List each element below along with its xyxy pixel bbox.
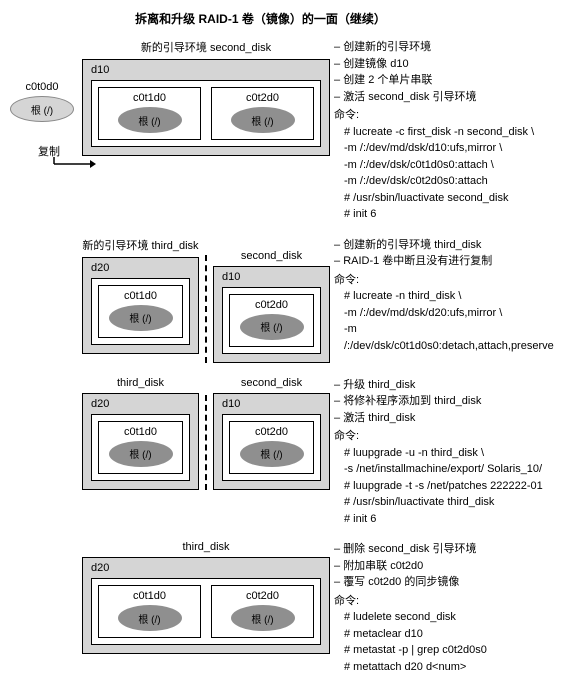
section-1: c0t0d0 根 (/) 复制 新的引导环境 second_disk d10 c… xyxy=(10,39,551,223)
cmd: -s /net/installmachine/export/ Solaris_1… xyxy=(344,461,551,478)
disk-ellipse: 根 (/) xyxy=(109,305,173,331)
cmd: # ludelete second_disk xyxy=(344,609,551,626)
raid-box: d20 c0t1d0 根 (/) xyxy=(82,393,199,490)
raid-box: d20 c0t1d0 根 (/) xyxy=(82,257,199,354)
section-2: 新的引导环境 third_disk d20 c0t1d0 根 (/) secon… xyxy=(10,237,551,363)
env-label: 新的引导环境 third_disk xyxy=(82,237,199,253)
env-label-1: 新的引导环境 second_disk xyxy=(82,39,330,55)
cmd: # /usr/sbin/luactivate third_disk xyxy=(344,494,551,511)
dashed-separator xyxy=(205,255,207,363)
raid-label: d20 xyxy=(91,262,190,274)
raid-box-d10: d10 c0t1d0 根 (/) c0t2d0 根 (/) xyxy=(82,59,330,156)
cmd: # init 6 xyxy=(344,206,551,223)
cmd: # lucreate -n third_disk \ xyxy=(344,288,554,305)
env-label: third_disk xyxy=(82,541,330,553)
disk-name: c0t2d0 xyxy=(236,426,307,438)
bullet: RAID-1 卷中断且没有进行复制 xyxy=(334,253,554,270)
disk-name: c0t2d0 xyxy=(236,299,307,311)
section-4: third_disk d20 c0t1d0 根 (/) c0t2d0 根 (/) xyxy=(10,541,551,675)
source-disk: c0t0d0 根 (/) xyxy=(10,81,74,122)
copy-arrow-icon xyxy=(52,157,96,171)
raid-label: d10 xyxy=(91,64,321,76)
cmd: # metattach d20 d<num> xyxy=(344,659,551,676)
cmd: # luupgrade -u -n third_disk \ xyxy=(344,445,551,462)
disk-ellipse: 根 (/) xyxy=(118,107,182,133)
cmd: # metastat -p | grep c0t2d0s0 xyxy=(344,642,551,659)
cmd-label: 命令: xyxy=(334,272,554,289)
raid-label: d20 xyxy=(91,398,190,410)
raid-label: d10 xyxy=(222,271,321,283)
disk-name: c0t1d0 xyxy=(105,290,176,302)
bullet: 创建新的引导环境 xyxy=(334,39,551,56)
source-disk-name: c0t0d0 xyxy=(10,81,74,93)
bullet: 创建 2 个单片串联 xyxy=(334,72,551,89)
cmd: -m /:/dev/dsk/c0t2d0s0:attach xyxy=(344,173,551,190)
cmd: # metaclear d10 xyxy=(344,626,551,643)
disk-ellipse: 根 (/) xyxy=(231,107,295,133)
cmd: -m /:/dev/dsk/c0t1d0s0:detach,attach,pre… xyxy=(344,321,554,354)
bullet: 创建新的引导环境 third_disk xyxy=(334,237,554,254)
disk-ellipse: 根 (/) xyxy=(118,605,182,631)
cmd: -m /:/dev/md/dsk/d10:ufs,mirror \ xyxy=(344,140,551,157)
disk-name: c0t1d0 xyxy=(105,590,194,602)
raid-label: d10 xyxy=(222,398,321,410)
disk-name: c0t1d0 xyxy=(105,426,176,438)
cmd: -m /:/dev/md/dsk/d20:ufs,mirror \ xyxy=(344,305,554,322)
cmd: -m /:/dev/dsk/c0t1d0s0:attach \ xyxy=(344,157,551,174)
raid-box: d10 c0t2d0 根 (/) xyxy=(213,266,330,363)
dashed-separator xyxy=(205,395,207,490)
disk-ellipse: 根 (/) xyxy=(231,605,295,631)
disk-name: c0t1d0 xyxy=(105,92,194,104)
bullet: 覆写 c0t2d0 的同步镜像 xyxy=(334,574,551,591)
raid-box: d20 c0t1d0 根 (/) c0t2d0 根 (/) xyxy=(82,557,330,654)
bullet: 将修补程序添加到 third_disk xyxy=(334,393,551,410)
cmd: # lucreate -c first_disk -n second_disk … xyxy=(344,124,551,141)
disk-name: c0t2d0 xyxy=(218,92,307,104)
section-3: third_disk d20 c0t1d0 根 (/) second_disk … xyxy=(10,377,551,528)
source-disk-ellipse: 根 (/) xyxy=(10,96,74,122)
cmd: # init 6 xyxy=(344,511,551,528)
disk-ellipse: 根 (/) xyxy=(240,314,304,340)
bullet: 激活 second_disk 引导环境 xyxy=(334,89,551,106)
disk-ellipse: 根 (/) xyxy=(109,441,173,467)
cmd-label: 命令: xyxy=(334,593,551,610)
text-col-4: 删除 second_disk 引导环境 附加串联 c0t2d0 覆写 c0t2d… xyxy=(330,541,551,675)
env-label: third_disk xyxy=(82,377,199,389)
raid-label: d20 xyxy=(91,562,321,574)
bullet: 附加串联 c0t2d0 xyxy=(334,558,551,575)
bullet: 删除 second_disk 引导环境 xyxy=(334,541,551,558)
disk-name: c0t2d0 xyxy=(218,590,307,602)
env-label: second_disk xyxy=(213,237,330,262)
page-title: 拆离和升级 RAID-1 卷（镜像）的一面（继续） xyxy=(0,10,551,27)
cmd-label: 命令: xyxy=(334,107,551,124)
raid-box: d10 c0t2d0 根 (/) xyxy=(213,393,330,490)
bullet: 升级 third_disk xyxy=(334,377,551,394)
cmd-label: 命令: xyxy=(334,428,551,445)
cmd: # /usr/sbin/luactivate second_disk xyxy=(344,190,551,207)
text-col-3: 升级 third_disk 将修补程序添加到 third_disk 激活 thi… xyxy=(330,377,551,528)
text-col-2: 创建新的引导环境 third_disk RAID-1 卷中断且没有进行复制 命令… xyxy=(330,237,554,355)
bullet: 创建镜像 d10 xyxy=(334,56,551,73)
bullet: 激活 third_disk xyxy=(334,410,551,427)
text-col-1: 创建新的引导环境 创建镜像 d10 创建 2 个单片串联 激活 second_d… xyxy=(330,39,551,223)
env-label: second_disk xyxy=(213,377,330,389)
cmd: # luupgrade -t -s /net/patches 222222-01 xyxy=(344,478,551,495)
disk-ellipse: 根 (/) xyxy=(240,441,304,467)
